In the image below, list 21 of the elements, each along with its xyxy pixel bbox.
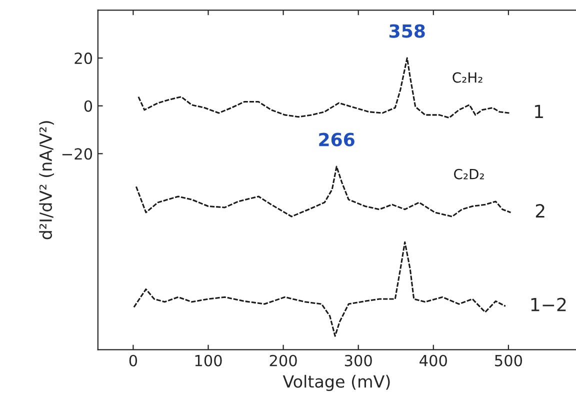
x-tick-label: 500 xyxy=(495,354,522,366)
y-tick-label: −20 xyxy=(62,148,92,160)
y-tick-label: 0 xyxy=(84,100,92,112)
series-label: 1−2 xyxy=(531,298,566,312)
series-label: 2 xyxy=(536,204,544,218)
annotation: C₂D₂ xyxy=(454,168,484,180)
x-tick-label: 100 xyxy=(195,354,222,366)
annotation: C₂H₂ xyxy=(452,72,482,83)
y-axis-title: d²I/dV² (nA/V²) xyxy=(39,121,54,240)
x-tick-label: 400 xyxy=(420,354,447,366)
series-label: 1 xyxy=(535,104,543,118)
annotation: 358 xyxy=(389,24,425,38)
x-tick-label: 0 xyxy=(129,354,138,366)
x-tick-label: 300 xyxy=(344,354,372,366)
y-tick-label: 20 xyxy=(74,52,92,64)
line-series xyxy=(135,166,512,218)
annotation: 266 xyxy=(319,132,354,146)
x-axis-title: Voltage (mV) xyxy=(282,374,390,392)
x-tick-label: 200 xyxy=(270,354,297,366)
line-series xyxy=(133,241,506,337)
line-series xyxy=(138,57,510,119)
